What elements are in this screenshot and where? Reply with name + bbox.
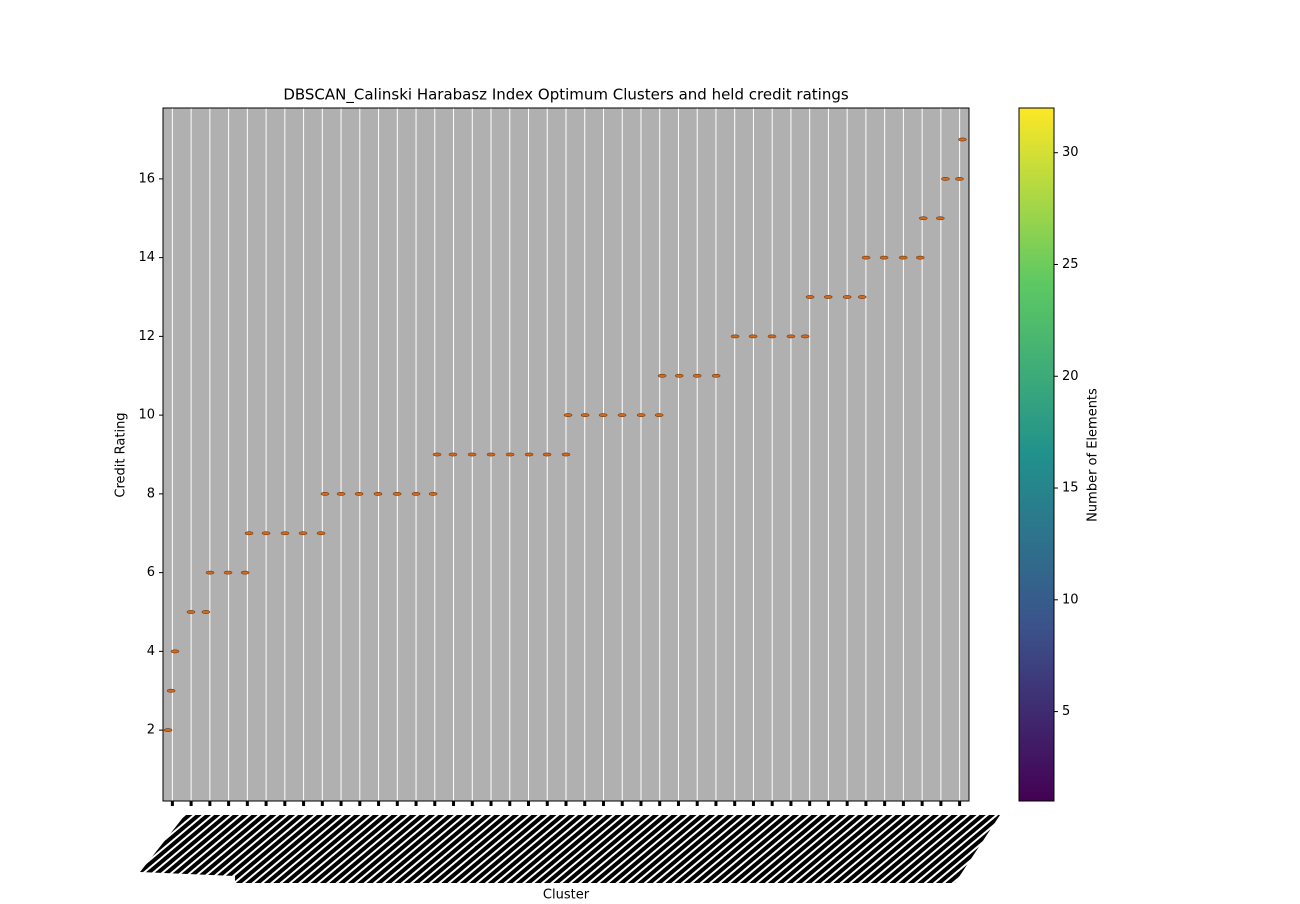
point [936,216,945,221]
point [524,452,534,457]
point [166,688,176,693]
point [823,295,833,299]
point [617,413,627,418]
point [486,452,496,457]
point [205,570,215,575]
point [428,491,438,496]
point [186,610,196,614]
y-axis-label: Credit Rating [114,412,129,497]
point [842,295,852,299]
point [692,373,702,378]
point [857,295,867,299]
y-tick-label: 16 [138,171,155,186]
point [201,610,211,614]
point [674,373,684,378]
y-tick-label: 2 [147,723,155,738]
point [170,649,180,654]
point [654,413,664,418]
colorbar [1018,107,1055,802]
y-tick-label: 14 [138,250,155,265]
colorbar-label: Number of Elements [1086,388,1101,522]
point [261,531,271,536]
colorbar-tick-label: 10 [1062,592,1079,607]
colorbar-tick-label: 25 [1062,257,1079,272]
point [955,176,964,181]
point [941,176,950,181]
point [280,531,290,536]
colorbar-tick-label: 15 [1062,481,1079,496]
point [918,216,928,221]
point [542,452,552,457]
colorbar-tick-label: 20 [1062,369,1079,384]
point [240,570,250,575]
point [598,413,608,418]
chart-title: DBSCAN_Calinski Harabasz Index Optimum C… [283,86,849,105]
point [336,491,346,496]
point [748,334,758,339]
plot-frame [162,107,970,802]
y-tick-label: 8 [147,486,155,501]
point [711,373,721,378]
point [505,452,515,457]
x-axis-label: Cluster [543,888,590,901]
point [320,491,330,496]
point [730,334,740,339]
point [163,728,173,733]
x-tick-labels-overlap [140,815,1000,883]
point [392,491,402,496]
point [898,255,908,260]
point [223,570,233,575]
point [636,413,646,418]
point [448,452,458,457]
point [354,491,364,496]
point [411,491,421,496]
point [805,295,815,299]
point [861,255,871,260]
y-tick-label: 6 [147,565,155,580]
point [298,531,308,536]
point [316,531,326,536]
point [800,334,810,339]
point [879,255,889,260]
point [467,452,477,457]
point [244,531,254,536]
point [373,491,383,496]
point [958,137,967,142]
point [561,452,571,457]
point [786,334,796,339]
point [580,413,590,418]
point [915,255,925,260]
point [432,452,442,457]
point [657,373,667,378]
point [563,413,573,418]
point [767,334,777,339]
y-tick-label: 12 [138,329,155,344]
y-tick-label: 4 [147,644,155,659]
y-tick-label: 10 [138,408,155,423]
colorbar-tick-label: 30 [1062,145,1079,160]
colorbar-tick-label: 5 [1062,704,1070,719]
